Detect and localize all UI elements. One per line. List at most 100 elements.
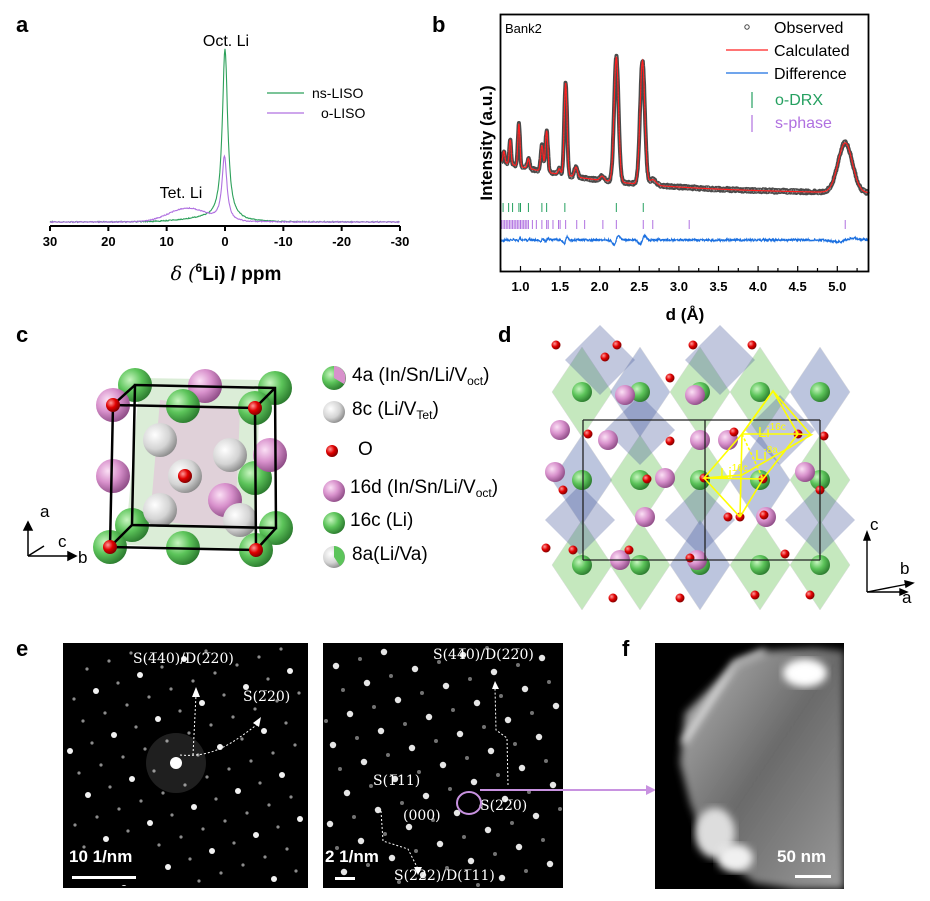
stem-image: 50 nm (655, 643, 844, 889)
reflection-ticks (500, 203, 846, 229)
oxygen-atom (642, 474, 652, 484)
diffraction-spot (235, 788, 241, 794)
diffraction-spot (73, 823, 77, 827)
diffraction-spot (437, 660, 441, 664)
diffraction-spot (263, 855, 267, 859)
atom-sphere (96, 459, 130, 493)
unit-cell-oxygen (103, 398, 263, 557)
diffraction-spot (258, 781, 262, 785)
scalebar-f (795, 875, 831, 878)
diffraction-spot (499, 694, 503, 698)
y-axis-label: Intensity (a.u.) (477, 85, 496, 200)
diffraction-spot (294, 869, 298, 873)
oxygen-atom (688, 340, 698, 350)
diffraction-spot (95, 815, 99, 819)
diffraction-spot (93, 688, 99, 694)
oxygen-atom (723, 512, 733, 522)
diffraction-spot (217, 744, 223, 750)
label-li-16c-lower: Li16c (720, 463, 748, 482)
diffraction-spot (388, 854, 396, 862)
diffraction-spot (219, 871, 223, 875)
diffraction-spot (271, 751, 275, 755)
oxygen-atom (675, 593, 685, 603)
atom-sphere (213, 438, 247, 472)
label-s-220: S(2̅20) (243, 689, 291, 705)
oxygen-atom (665, 373, 675, 383)
x-tick-label: -20 (332, 234, 351, 249)
oxygen-atom (600, 352, 610, 362)
diffraction-spot (201, 827, 205, 831)
diffraction-spot (524, 869, 528, 873)
oxygen-atom (103, 540, 117, 554)
li-16c-atom (572, 382, 592, 402)
li-16c-atom (630, 382, 650, 402)
diffraction-spot (358, 657, 362, 661)
diffraction-spot (267, 803, 271, 807)
diffraction-spot (558, 807, 562, 811)
label-s-111: S(1̅11) (373, 773, 421, 789)
diffraction-spot (188, 857, 192, 861)
chart-title-bank2: Bank2 (505, 21, 542, 36)
site-16d-atom (598, 430, 618, 450)
label-s-440-d-220: S(4̅40)/D(2̅20) (133, 651, 234, 667)
legend-label-calculated: Calculated (774, 43, 850, 60)
diffraction-spot (459, 651, 467, 659)
diffraction-spot (462, 835, 466, 839)
diffraction-spot (284, 721, 288, 725)
oxygen-atom (819, 431, 829, 441)
diffraction-spot (346, 710, 354, 718)
diffraction-spot (490, 668, 498, 676)
diffraction-spot (408, 744, 416, 752)
diffraction-spot (513, 742, 517, 746)
diffraction-spot (126, 829, 130, 833)
diffraction-spot (108, 785, 112, 789)
diffraction-spot (431, 818, 435, 822)
li-16c-atom (750, 555, 770, 575)
diffraction-spot (335, 846, 339, 850)
difference-profile (501, 233, 869, 247)
diffraction-spot (434, 739, 438, 743)
diffraction-spot (240, 737, 244, 741)
diffraction-spot (383, 832, 387, 836)
x-axis-ticks: 30 20 10 0 -10 -20 -30 (43, 226, 409, 249)
axes-indicator-d (862, 530, 915, 597)
diffraction-spot (360, 758, 368, 766)
oxygen-atom (665, 436, 675, 446)
diffraction-spot (476, 883, 480, 887)
annotation-oct-li: Oct. Li (203, 33, 249, 50)
diffraction-spot (326, 820, 334, 828)
diffraction-spot (111, 732, 117, 738)
nmr-curves (49, 48, 400, 224)
diffraction-spot (67, 748, 73, 754)
diffraction-spot (363, 679, 371, 687)
x-tick-label: 2.5 (630, 279, 648, 294)
diffraction-spot (178, 709, 182, 713)
diffraction-spot (266, 677, 270, 681)
site-16d-atom (690, 430, 710, 450)
connector-arrow (480, 785, 656, 795)
diffraction-spot (155, 716, 161, 722)
diffraction-spot (271, 876, 277, 882)
legend-icon-o (326, 445, 338, 457)
diffraction-spot (297, 691, 301, 695)
legend-item-16c: 16c (Li) (350, 510, 414, 531)
oxygen-atom (248, 401, 262, 415)
site-16d-atom (615, 385, 635, 405)
diffraction-spot (191, 679, 195, 683)
diffraction-spot (85, 792, 91, 798)
legend-label-o-liso: o-LISO (321, 105, 365, 121)
diffraction-spot (205, 775, 209, 779)
diffraction-spot (496, 773, 500, 777)
diffraction-spot (422, 792, 430, 800)
diffraction-spot (275, 699, 279, 703)
x-tick-label: 1.0 (511, 279, 529, 294)
oxygen-atom (568, 545, 578, 555)
diffraction-spot (253, 707, 257, 711)
diffraction-spot (473, 699, 481, 707)
atom-sphere (143, 423, 177, 457)
diffraction-spot (493, 852, 497, 856)
x-tick-label: 4.0 (749, 279, 767, 294)
x-tick-label: 3.5 (709, 279, 727, 294)
legend-item-8c: 8c (Li/VTet) (352, 399, 439, 422)
panel-label-e: e (16, 636, 29, 661)
